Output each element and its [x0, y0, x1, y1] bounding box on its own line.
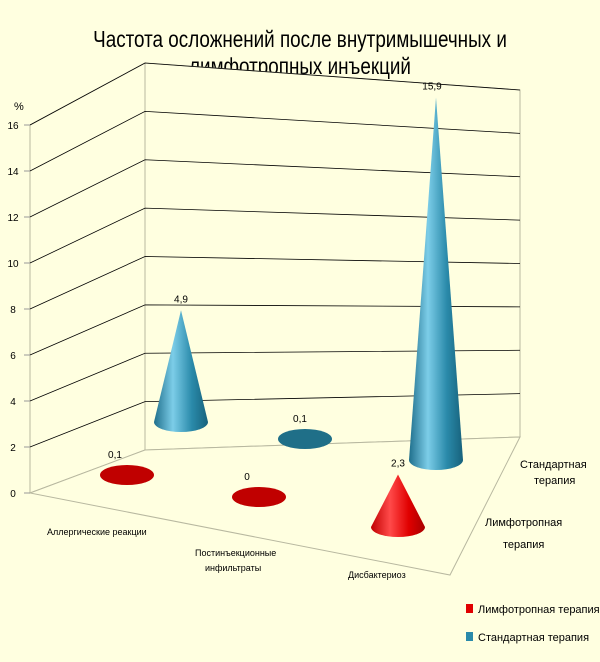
cone-lymphotropic-2	[371, 474, 425, 537]
cone-base-lymphotropic-1	[232, 487, 286, 507]
cone-standard-0	[154, 310, 208, 432]
value-label-lymphotropic-0: 0,1	[108, 450, 122, 461]
y-axis-label: %	[14, 101, 24, 113]
depth-label-lymphotropic-line1: Лимфотропная	[485, 517, 562, 529]
legend: Лимфотропная терапия Стандартная терапия	[466, 604, 600, 644]
side-wall	[29, 62, 146, 494]
cone-body-lymphotropic-2	[371, 474, 425, 537]
y-tick-label: 8	[10, 305, 16, 316]
depth-label-standard-line2: терапия	[534, 475, 575, 487]
gridline	[29, 110, 521, 172]
category-label-allergic: Аллергические реакции	[47, 527, 147, 537]
value-label-standard-0: 4,9	[174, 294, 188, 305]
gridline	[29, 393, 521, 448]
category-label-infiltrates-line2: инфильтраты	[205, 563, 261, 573]
legend-label-lymphotropic: Лимфотропная терапия	[478, 604, 600, 616]
y-tick-label: 10	[7, 259, 19, 270]
cone-standard-2	[409, 97, 463, 470]
gridline	[29, 62, 521, 126]
legend-swatch-standard	[466, 632, 473, 641]
category-label-infiltrates-line1: Постинъекционные	[195, 548, 276, 558]
depth-label-lymphotropic-line2: терапия	[503, 539, 544, 551]
cone-body-standard-2	[409, 97, 463, 470]
cone-base-lymphotropic-0	[100, 465, 154, 485]
value-label-standard-1: 0,1	[293, 414, 307, 425]
y-tick-label: 16	[7, 121, 19, 132]
gridline	[29, 207, 521, 264]
legend-swatch-lymphotropic	[466, 604, 473, 613]
cone-lymphotropic-1	[232, 487, 286, 507]
value-label-lymphotropic-1: 0	[244, 472, 250, 483]
gridline	[29, 304, 521, 356]
gridline	[29, 159, 521, 218]
y-tick-label: 0	[10, 489, 16, 500]
value-label-standard-2: 15,9	[422, 81, 442, 92]
y-tick-label: 6	[10, 351, 16, 362]
back-wall	[144, 62, 521, 451]
legend-label-standard: Стандартная терапия	[478, 632, 589, 644]
depth-label-standard-line1: Стандартная	[520, 459, 587, 471]
cone-body-standard-0	[154, 310, 208, 432]
gridline	[29, 256, 521, 310]
y-tick-label: 12	[7, 213, 19, 224]
cone-base-standard-1	[278, 429, 332, 449]
gridline	[29, 349, 521, 402]
cone-standard-1	[278, 429, 332, 449]
y-tick-label: 4	[10, 397, 16, 408]
y-tick-label: 14	[7, 167, 19, 178]
value-label-lymphotropic-2: 2,3	[391, 459, 405, 470]
chart-title: Частота осложнений после внутримышечных …	[93, 26, 507, 79]
floor	[28, 436, 521, 576]
cone-lymphotropic-0	[100, 465, 154, 485]
y-tick-label: 2	[10, 443, 16, 454]
category-label-dysbacteriosis: Дисбактериоз	[348, 570, 406, 580]
